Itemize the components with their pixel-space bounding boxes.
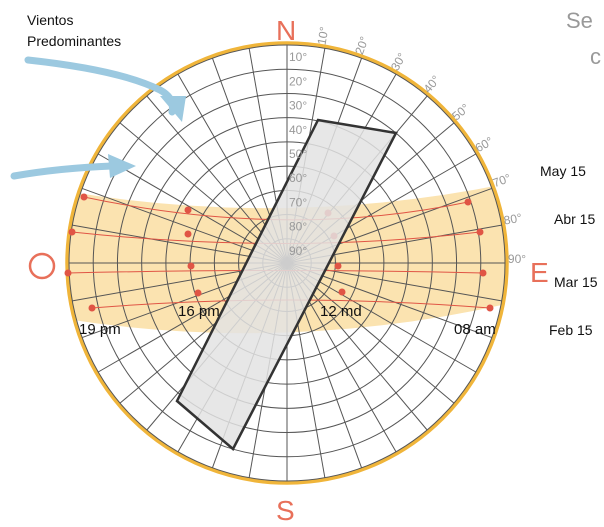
sun-position-dot [68, 228, 76, 236]
sun-position-dot [187, 262, 195, 270]
altitude-label: 90° [289, 244, 307, 258]
sun-position-dot [184, 230, 192, 238]
sun-position-dot [334, 262, 342, 270]
month-abr: Abr 15 [554, 211, 595, 227]
azimuth-label: 20° [352, 34, 371, 56]
wind-label-line1: Vientos [27, 12, 73, 28]
sun-position-dot [184, 206, 192, 214]
azimuth-label: 90° [508, 252, 526, 266]
hour-08am: 08 am [454, 321, 496, 338]
sun-position-dot [486, 304, 494, 312]
sun-position-dot [64, 269, 72, 277]
wind-arrow-top [24, 56, 176, 116]
altitude-label: 70° [289, 195, 307, 209]
sun-position-dot [194, 289, 202, 297]
cardinal-west-o [28, 252, 56, 280]
wind-label-line2: Predominantes [27, 33, 121, 49]
partial-title-1: Se [566, 8, 593, 33]
azimuth-label: 70° [491, 171, 513, 190]
altitude-label: 40° [289, 123, 307, 137]
altitude-label: 10° [289, 50, 307, 64]
month-mar: Mar 15 [554, 274, 598, 290]
altitude-labels: 10° 20° 30° 40° 50° 60° 70° 80° 90° [289, 50, 307, 258]
wind-arrowhead-left [108, 154, 136, 178]
month-feb: Feb 15 [549, 322, 593, 338]
altitude-label: 60° [289, 171, 307, 185]
cardinal-south: S [276, 495, 295, 526]
hour-12md: 12 md [320, 303, 362, 320]
hour-19pm: 19 pm [79, 321, 121, 338]
sun-position-dot [479, 269, 487, 277]
partial-title-2: c [590, 44, 601, 69]
altitude-label: 20° [289, 74, 307, 88]
sun-dots [64, 193, 494, 312]
altitude-label: 30° [289, 99, 307, 113]
hour-16pm: 16 pm [178, 303, 220, 320]
month-may: May 15 [540, 163, 586, 179]
altitude-label: 80° [289, 220, 307, 234]
sun-position-dot [80, 193, 88, 201]
azimuth-label: 10° [315, 25, 332, 45]
cardinal-north: N [276, 15, 296, 46]
building-footprint [175, 118, 398, 451]
wind-arrowhead-top [160, 96, 186, 122]
cardinal-east: E [530, 257, 549, 288]
sun-position-dot [476, 228, 484, 236]
sun-position-dot [338, 288, 346, 296]
outer-ring [65, 41, 509, 485]
azimuth-label: 80° [503, 211, 524, 228]
altitude-label: 50° [289, 147, 307, 161]
wind-arrow-left [10, 162, 116, 180]
sun-position-dot [88, 304, 96, 312]
sun-position-dot [464, 198, 472, 206]
